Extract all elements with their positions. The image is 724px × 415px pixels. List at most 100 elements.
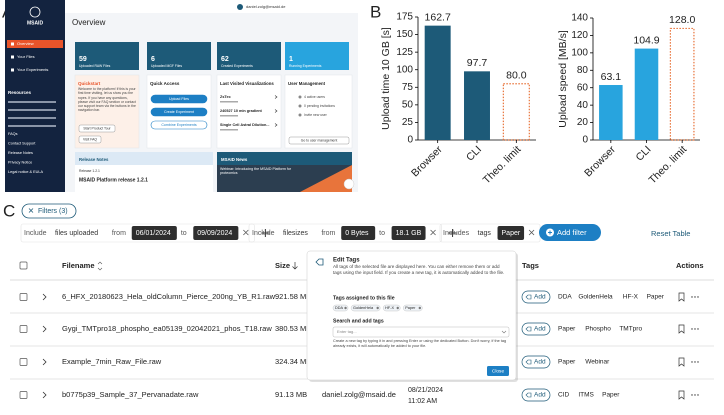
column-header[interactable]: Size: [275, 261, 290, 270]
more-dot: [697, 296, 699, 298]
quick-button[interactable]: [150, 94, 208, 104]
card: [284, 74, 353, 149]
close-button[interactable]: [487, 366, 509, 376]
filename: Example_7min_Raw_File.raw: [62, 357, 162, 366]
user-icon: [298, 104, 302, 108]
add-tag-button[interactable]: [521, 322, 551, 336]
tag-remove[interactable]: [376, 306, 379, 310]
bookmark-icon[interactable]: [678, 390, 685, 400]
add-tag-label: Add: [534, 392, 546, 399]
reset-table[interactable]: Reset Table: [651, 229, 690, 238]
y-tick-label: 50: [402, 99, 414, 110]
filter-value: [341, 226, 376, 240]
add-tag-button[interactable]: [521, 355, 551, 369]
more-dot: [694, 361, 696, 363]
row-expand: [42, 358, 47, 366]
popup-hint-box: Create a new tag by typing it in and pre…: [333, 339, 506, 348]
filter-plus: [448, 229, 457, 237]
user-avatar: [237, 4, 243, 10]
resource-link[interactable]: Release Notes: [8, 151, 33, 155]
column-header[interactable]: Filename: [62, 261, 95, 270]
news-title: MSAID News: [221, 157, 248, 162]
stat-card: [217, 42, 281, 70]
popup-subtitle: Search and add tags: [333, 318, 384, 324]
visited-item[interactable]: 240527 10 min gradient: [220, 109, 263, 113]
resource-link[interactable]: Privacy Notice: [8, 161, 32, 165]
panel-label: B: [370, 2, 381, 21]
logo: MSAID: [27, 20, 44, 26]
add-filter-label[interactable]: Add filter: [557, 228, 587, 237]
tour-button[interactable]: [78, 124, 116, 133]
stat-card: [147, 42, 211, 70]
bookmark-icon[interactable]: [678, 357, 685, 367]
visited-date: [220, 115, 238, 117]
nav-active: [7, 40, 63, 48]
faq-button[interactable]: [78, 135, 102, 144]
row-checkbox[interactable]: [19, 391, 28, 399]
quick-button[interactable]: [150, 120, 208, 130]
resource-link[interactable]: Contact Support: [8, 142, 36, 146]
y-axis-label: Upload time 10 GB [s]: [380, 27, 392, 130]
tag-remove[interactable]: [344, 306, 347, 310]
nav-item[interactable]: Overview: [17, 41, 34, 46]
row-checkbox[interactable]: [19, 325, 28, 333]
tag-remove[interactable]: [396, 306, 399, 310]
tag: Webinar: [585, 359, 610, 366]
tag: Paper: [558, 359, 576, 366]
visited-arrow: [274, 109, 278, 113]
quick-button[interactable]: [150, 107, 208, 117]
y-tick-label: 25: [402, 117, 414, 128]
release-title: Release Notes: [79, 157, 109, 162]
filename: b0775p39_Sample_37_Pervanadate.raw: [62, 390, 199, 399]
y-tick-label: 60: [577, 82, 589, 93]
bar: [424, 25, 451, 141]
nav-item[interactable]: Your Files: [17, 54, 35, 59]
y-tick-label: 125: [396, 47, 413, 58]
filter-chip-x: [28, 208, 34, 213]
add-filter-button[interactable]: [539, 224, 601, 241]
bookmark-icon[interactable]: [678, 292, 685, 302]
file-owner: daniel.zolg@msaid.de: [322, 390, 396, 399]
row-checkbox[interactable]: [19, 358, 28, 366]
y-tick-label: 140: [571, 13, 588, 24]
file-date: 08/21/2024: [408, 387, 443, 394]
bookmark-icon[interactable]: [678, 324, 685, 334]
add-tag-button[interactable]: [521, 388, 551, 402]
column-header: Tags: [522, 261, 539, 270]
resource-link[interactable]: FAQs: [8, 132, 18, 136]
visited-date: [220, 101, 238, 103]
filter-group: [20, 223, 255, 243]
resource-link[interactable]: Legal notice & EULA: [8, 170, 44, 174]
user-mgmt-button[interactable]: [288, 136, 350, 145]
resources-title: Resources: [8, 90, 32, 95]
popup-text-box: All tags of the selected file are displa…: [333, 264, 504, 275]
filter-token: from: [112, 230, 126, 237]
filter-value: [193, 226, 239, 240]
x-tick-label: Theo. limit: [481, 144, 524, 187]
filter-value-label: Paper: [502, 230, 521, 237]
nav-item[interactable]: Your Experiments: [17, 67, 48, 72]
tag: ITMS: [578, 392, 594, 399]
stat-label: Uploaded RAW Files: [79, 64, 111, 68]
filter-value: [391, 226, 426, 240]
tag-remove[interactable]: [418, 306, 422, 310]
filter-chip[interactable]: [21, 203, 77, 219]
x-tick-label: Browser: [582, 143, 618, 179]
popup-subtitle: Tags assigned to this file: [333, 295, 395, 301]
x-tick-label: Theo. limit: [647, 144, 690, 187]
row-checkbox[interactable]: [19, 293, 28, 301]
tag-input[interactable]: [332, 326, 510, 338]
page-title: Overview: [72, 18, 106, 27]
user-mgmt-label: Go to user management: [301, 138, 338, 142]
visited-item[interactable]: Single Cell Astral Dilution...: [220, 123, 269, 127]
visited-item[interactable]: ZsTec: [220, 95, 231, 99]
add-tag-button[interactable]: [521, 290, 551, 304]
logo-mark: [29, 6, 41, 18]
visited-arrow: [274, 95, 278, 99]
panel-label: C: [3, 201, 15, 220]
y-tick-label: 0: [407, 135, 413, 146]
y-tick-label: 100: [571, 47, 588, 58]
assigned-tag-label: HF-X: [385, 306, 394, 310]
assigned-tag: [350, 304, 381, 312]
